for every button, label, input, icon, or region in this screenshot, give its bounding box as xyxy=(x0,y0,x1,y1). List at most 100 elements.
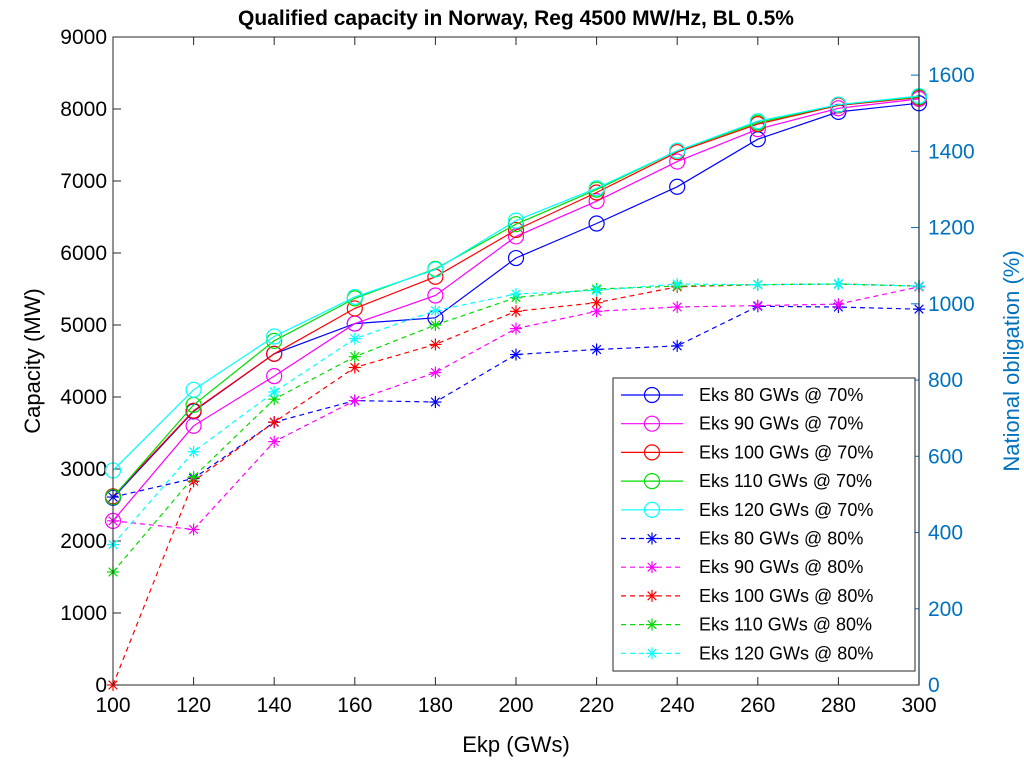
y-right-tick-label: 1600 xyxy=(928,64,975,87)
legend-label: Eks 90 GWs @ 80% xyxy=(699,557,863,577)
series-layer xyxy=(104,87,928,691)
y-right-tick-label: 200 xyxy=(928,598,963,621)
data-point xyxy=(643,444,661,461)
data-point xyxy=(507,212,525,229)
data-point xyxy=(643,501,661,518)
data-point xyxy=(669,153,686,170)
asterisk-stroke xyxy=(511,289,521,299)
asterisk-stroke xyxy=(350,333,360,344)
legend-label: Eks 100 GWs @ 80% xyxy=(699,586,873,606)
y-tick-label: 8000 xyxy=(60,98,107,121)
asterisk-stroke xyxy=(647,533,657,544)
legend-item: Eks 80 GWs @ 70% xyxy=(621,385,863,405)
legend-item: Eks 110 GWs @ 80% xyxy=(621,615,872,635)
plot-frame xyxy=(112,36,920,686)
x-tick-label: 240 xyxy=(660,694,695,717)
asterisk-stroke xyxy=(188,446,199,457)
asterisk-stroke xyxy=(672,341,682,351)
asterisk-stroke xyxy=(511,349,521,360)
data-point xyxy=(348,350,361,363)
y-right-tick-label: 1000 xyxy=(928,293,975,316)
y-tick-label: 1000 xyxy=(60,602,107,625)
asterisk-stroke xyxy=(269,417,279,427)
data-point xyxy=(646,589,658,602)
y-right-tick-label: 800 xyxy=(928,369,963,392)
asterisk-stroke xyxy=(430,367,441,378)
asterisk-stroke xyxy=(672,302,682,312)
legend-item: Eks 80 GWs @ 80% xyxy=(621,529,863,549)
data-point xyxy=(348,394,361,407)
asterisk-stroke xyxy=(350,351,360,362)
data-point xyxy=(646,561,658,574)
data-point xyxy=(646,647,658,660)
legend-item: Eks 120 GWs @ 80% xyxy=(621,643,873,663)
series-line xyxy=(112,305,920,498)
series-5 xyxy=(104,87,928,479)
legend-label: Eks 90 GWs @ 70% xyxy=(699,414,863,434)
asterisk-stroke xyxy=(511,306,521,317)
data-point xyxy=(588,193,605,210)
y-right-tick-label: 1400 xyxy=(928,140,975,163)
data-point xyxy=(749,113,766,130)
legend-item: Eks 100 GWs @ 70% xyxy=(621,442,873,462)
data-point xyxy=(646,618,658,631)
data-point xyxy=(187,445,200,458)
data-point xyxy=(832,298,845,311)
x-tick-label: 220 xyxy=(579,694,614,717)
y-axis-right-label: National obligation (%) xyxy=(999,250,1024,471)
x-tick-label: 200 xyxy=(498,694,533,717)
asterisk-stroke xyxy=(647,591,657,601)
asterisk-stroke xyxy=(753,300,763,311)
data-point xyxy=(830,96,847,113)
data-point xyxy=(427,287,444,304)
data-point xyxy=(643,386,661,404)
data-point xyxy=(588,180,605,197)
data-point xyxy=(590,284,603,297)
asterisk-stroke xyxy=(350,362,360,373)
data-point xyxy=(588,215,605,232)
data-point xyxy=(671,301,684,313)
data-point xyxy=(590,343,603,356)
asterisk-stroke xyxy=(833,279,844,289)
y-tick-label: 0 xyxy=(95,674,107,697)
data-point xyxy=(429,366,442,379)
x-tick-label: 140 xyxy=(257,694,292,717)
data-point xyxy=(669,142,686,159)
data-point xyxy=(646,532,658,545)
asterisk-stroke xyxy=(430,339,441,350)
asterisk-stroke xyxy=(269,394,279,404)
x-tick-label: 160 xyxy=(337,694,372,717)
asterisk-stroke xyxy=(833,299,844,309)
x-tick-label: 120 xyxy=(176,694,211,717)
legend-label: Eks 110 GWs @ 80% xyxy=(699,615,872,635)
y-right-tick-label: 0 xyxy=(928,674,940,697)
asterisk-stroke xyxy=(188,524,199,535)
data-point xyxy=(266,345,283,362)
ticks-layer: 100 120 140 160 180 200 220 240 260 280 3000100020… xyxy=(60,26,974,717)
legend-item: Eks 110 GWs @ 70% xyxy=(621,471,872,491)
y-tick-label: 7000 xyxy=(60,170,107,193)
asterisk-stroke xyxy=(269,387,279,397)
data-point xyxy=(643,473,661,490)
series-line xyxy=(112,98,920,522)
data-point xyxy=(751,299,764,312)
data-point xyxy=(671,339,684,352)
asterisk-stroke xyxy=(188,472,199,482)
asterisk-stroke xyxy=(591,285,602,296)
chart-title: Qualified capacity in Norway, Reg 4500 M… xyxy=(238,7,794,30)
y-right-tick-label: 1200 xyxy=(928,217,975,240)
x-tick-label: 300 xyxy=(901,694,936,717)
legend-item: Eks 100 GWs @ 80% xyxy=(621,586,873,606)
y-tick-label: 2000 xyxy=(60,530,107,553)
data-point xyxy=(429,319,442,331)
data-point xyxy=(510,322,522,335)
legend-label: Eks 80 GWs @ 70% xyxy=(699,385,863,405)
asterisk-stroke xyxy=(430,320,441,330)
data-point xyxy=(751,278,764,291)
legend-item: Eks 90 GWs @ 70% xyxy=(621,414,863,434)
legend-label: Eks 110 GWs @ 70% xyxy=(699,471,872,491)
data-point xyxy=(268,435,281,448)
y-tick-label: 9000 xyxy=(60,26,107,49)
asterisk-stroke xyxy=(591,306,602,317)
data-point xyxy=(507,249,525,267)
